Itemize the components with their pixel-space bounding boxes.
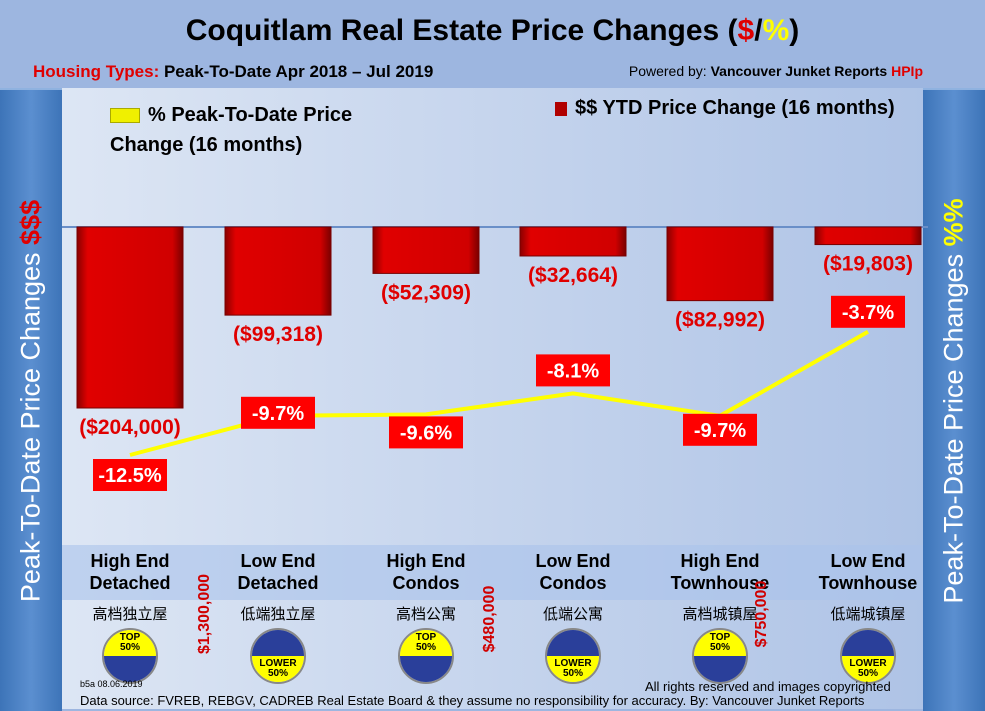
pct-label-box [241,396,315,429]
bar [224,226,332,316]
pct-label: -9.7% [694,420,746,442]
legend-bar-swatch [555,101,567,116]
bar-label: ($32,664) [528,264,618,287]
category-label: High End Townhouse [670,551,770,593]
pct-label-box [389,416,463,449]
bar-label: ($204,000) [79,416,181,439]
bar [76,226,184,409]
price-threshold: $750,000 [753,580,770,648]
pct-label-box [683,413,757,446]
subtitle: Housing Types: Peak-To-Date Apr 2018 – J… [33,62,433,82]
badge-lower: LOWER 50% [545,628,601,684]
pct-label: -9.7% [252,403,304,425]
bar-label: ($82,992) [675,309,765,332]
powered-brand: Vancouver Junket Reports [710,63,892,79]
bar-label: ($19,803) [823,253,913,276]
badge-lower: LOWER 50% [250,628,306,684]
legend-line-swatch [110,108,140,124]
category-label: Low End Condos [535,551,611,593]
badge-lower: LOWER 50% [840,628,896,684]
title-dollar: $ [737,14,755,47]
data-source: Data source: FVREB, REBGV, CADREB Real E… [80,693,865,708]
bar [814,226,922,246]
plot-area [62,88,928,709]
title-percent: % [762,14,790,47]
version-stamp: b5a 08.06.2019 [80,679,143,689]
legend-bar: $$ YTD Price Change (16 months) [555,97,895,120]
left-axis-panel: Peak-To-Date Price Changes $$$ [0,88,62,711]
legend-line: % Peak-To-Date Price Change (16 months) [110,100,352,160]
title-slash: / [754,14,763,47]
subtitle-text: Peak-To-Date Apr 2018 – Jul 2019 [159,62,434,81]
powered-hpi: HPIp [891,63,923,79]
pct-label-box [93,459,167,491]
category-label: High End Detached [89,551,171,593]
pct-label: -8.1% [547,360,599,382]
price-threshold: $480,000 [481,585,498,653]
category-chinese: 高档独立屋 [92,606,168,623]
price-threshold: $1,300,000 [196,573,213,655]
category-label: Low End Detached [237,551,319,593]
copyright-note: All rights reserved and images copyright… [645,679,891,694]
category-chinese: 高档公寓 [395,606,456,623]
pct-label: -12.5% [98,465,162,487]
category-chinese: 低端公寓 [542,606,603,623]
powered-by: Powered by: Vancouver Junket Reports HPI… [629,63,923,79]
category-chinese: 高档城镇屋 [682,606,758,623]
subtitle-label: Housing Types: [33,62,160,81]
legend-bar-label: $$ YTD Price Change (16 months) [575,97,895,119]
pct-label-box [536,354,610,387]
chart-title: Coquitlam Real Estate Price Changes ($/%… [0,14,985,48]
bar [372,226,480,274]
bar-label: ($52,309) [381,281,471,304]
right-axis-panel: Peak-To-Date Price Changes %% [923,88,985,711]
title-close: ) [789,14,800,47]
category-label: High End Condos [386,551,466,593]
badge-top: TOP 50% [102,628,158,684]
pct-label: -9.6% [400,422,452,444]
category-label: Low End Townhouse [818,551,918,593]
legend-line-label: % Peak-To-Date Price [148,104,353,126]
pct-label: -3.7% [842,302,894,324]
bar [519,226,627,257]
badge-top: TOP 50% [398,628,454,684]
category-band [62,545,928,600]
line-series [129,330,869,457]
legend-line-label-2: Change (16 months) [110,134,303,156]
bar [666,226,774,302]
category-chinese: 低端城镇屋 [830,606,906,623]
pct-label-box [831,295,905,328]
title-text: Coquitlam Real Estate Price Changes ( [185,14,738,47]
bar-label: ($99,318) [233,323,323,346]
category-chinese: 低端独立屋 [240,606,316,623]
powered-prefix: Powered by: [628,63,711,79]
badge-top: TOP 50% [692,628,748,684]
